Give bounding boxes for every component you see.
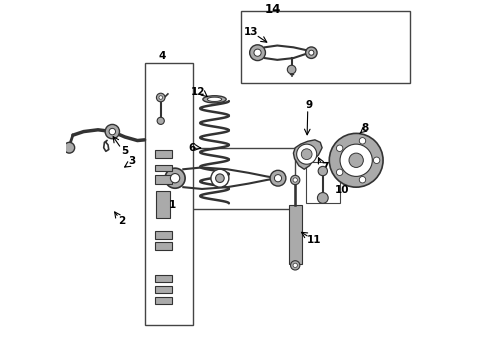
Bar <box>156 191 171 218</box>
Text: 14: 14 <box>265 3 281 16</box>
Circle shape <box>171 174 180 183</box>
Circle shape <box>105 125 120 139</box>
Ellipse shape <box>203 96 226 103</box>
Circle shape <box>64 142 74 153</box>
Text: 11: 11 <box>307 235 321 245</box>
Bar <box>155 297 172 304</box>
Circle shape <box>359 176 366 183</box>
Text: 10: 10 <box>335 185 350 195</box>
Circle shape <box>306 47 317 58</box>
Circle shape <box>291 175 300 185</box>
Circle shape <box>291 261 300 270</box>
Text: 13: 13 <box>244 27 259 37</box>
Bar <box>155 242 172 250</box>
Circle shape <box>157 117 164 125</box>
Bar <box>155 149 172 158</box>
Bar <box>155 286 172 293</box>
Text: 6: 6 <box>188 143 196 153</box>
Circle shape <box>329 134 383 187</box>
Bar <box>145 63 193 325</box>
Circle shape <box>373 157 380 163</box>
Text: 2: 2 <box>118 216 125 226</box>
Circle shape <box>287 65 296 74</box>
Text: 12: 12 <box>191 87 206 97</box>
Circle shape <box>165 168 185 188</box>
Circle shape <box>274 175 282 182</box>
Circle shape <box>293 178 297 182</box>
Text: 1: 1 <box>169 200 176 210</box>
Bar <box>155 175 172 184</box>
Circle shape <box>349 153 364 167</box>
Bar <box>242 12 410 83</box>
Circle shape <box>318 193 328 203</box>
Circle shape <box>309 50 314 55</box>
Ellipse shape <box>207 97 221 102</box>
Circle shape <box>340 144 372 176</box>
Circle shape <box>254 49 261 56</box>
Circle shape <box>250 45 266 60</box>
Circle shape <box>337 169 343 176</box>
Circle shape <box>216 174 224 183</box>
Circle shape <box>211 169 229 187</box>
Text: 7: 7 <box>321 162 328 172</box>
Bar <box>306 162 340 203</box>
Bar <box>289 205 302 264</box>
Circle shape <box>293 263 297 267</box>
Circle shape <box>159 96 163 99</box>
Circle shape <box>318 166 327 176</box>
Bar <box>155 165 172 171</box>
Polygon shape <box>294 140 322 169</box>
Circle shape <box>109 129 116 135</box>
Text: 8: 8 <box>361 123 368 133</box>
Text: 4: 4 <box>159 51 166 61</box>
Text: 9: 9 <box>305 100 313 110</box>
Text: 3: 3 <box>128 156 136 166</box>
Circle shape <box>296 144 317 164</box>
Text: 5: 5 <box>121 146 128 156</box>
Bar <box>155 231 172 239</box>
Bar <box>163 148 295 209</box>
Circle shape <box>359 138 366 144</box>
Circle shape <box>270 170 286 186</box>
Circle shape <box>301 149 312 159</box>
Circle shape <box>337 145 343 152</box>
Circle shape <box>156 93 165 102</box>
Bar <box>155 275 172 282</box>
